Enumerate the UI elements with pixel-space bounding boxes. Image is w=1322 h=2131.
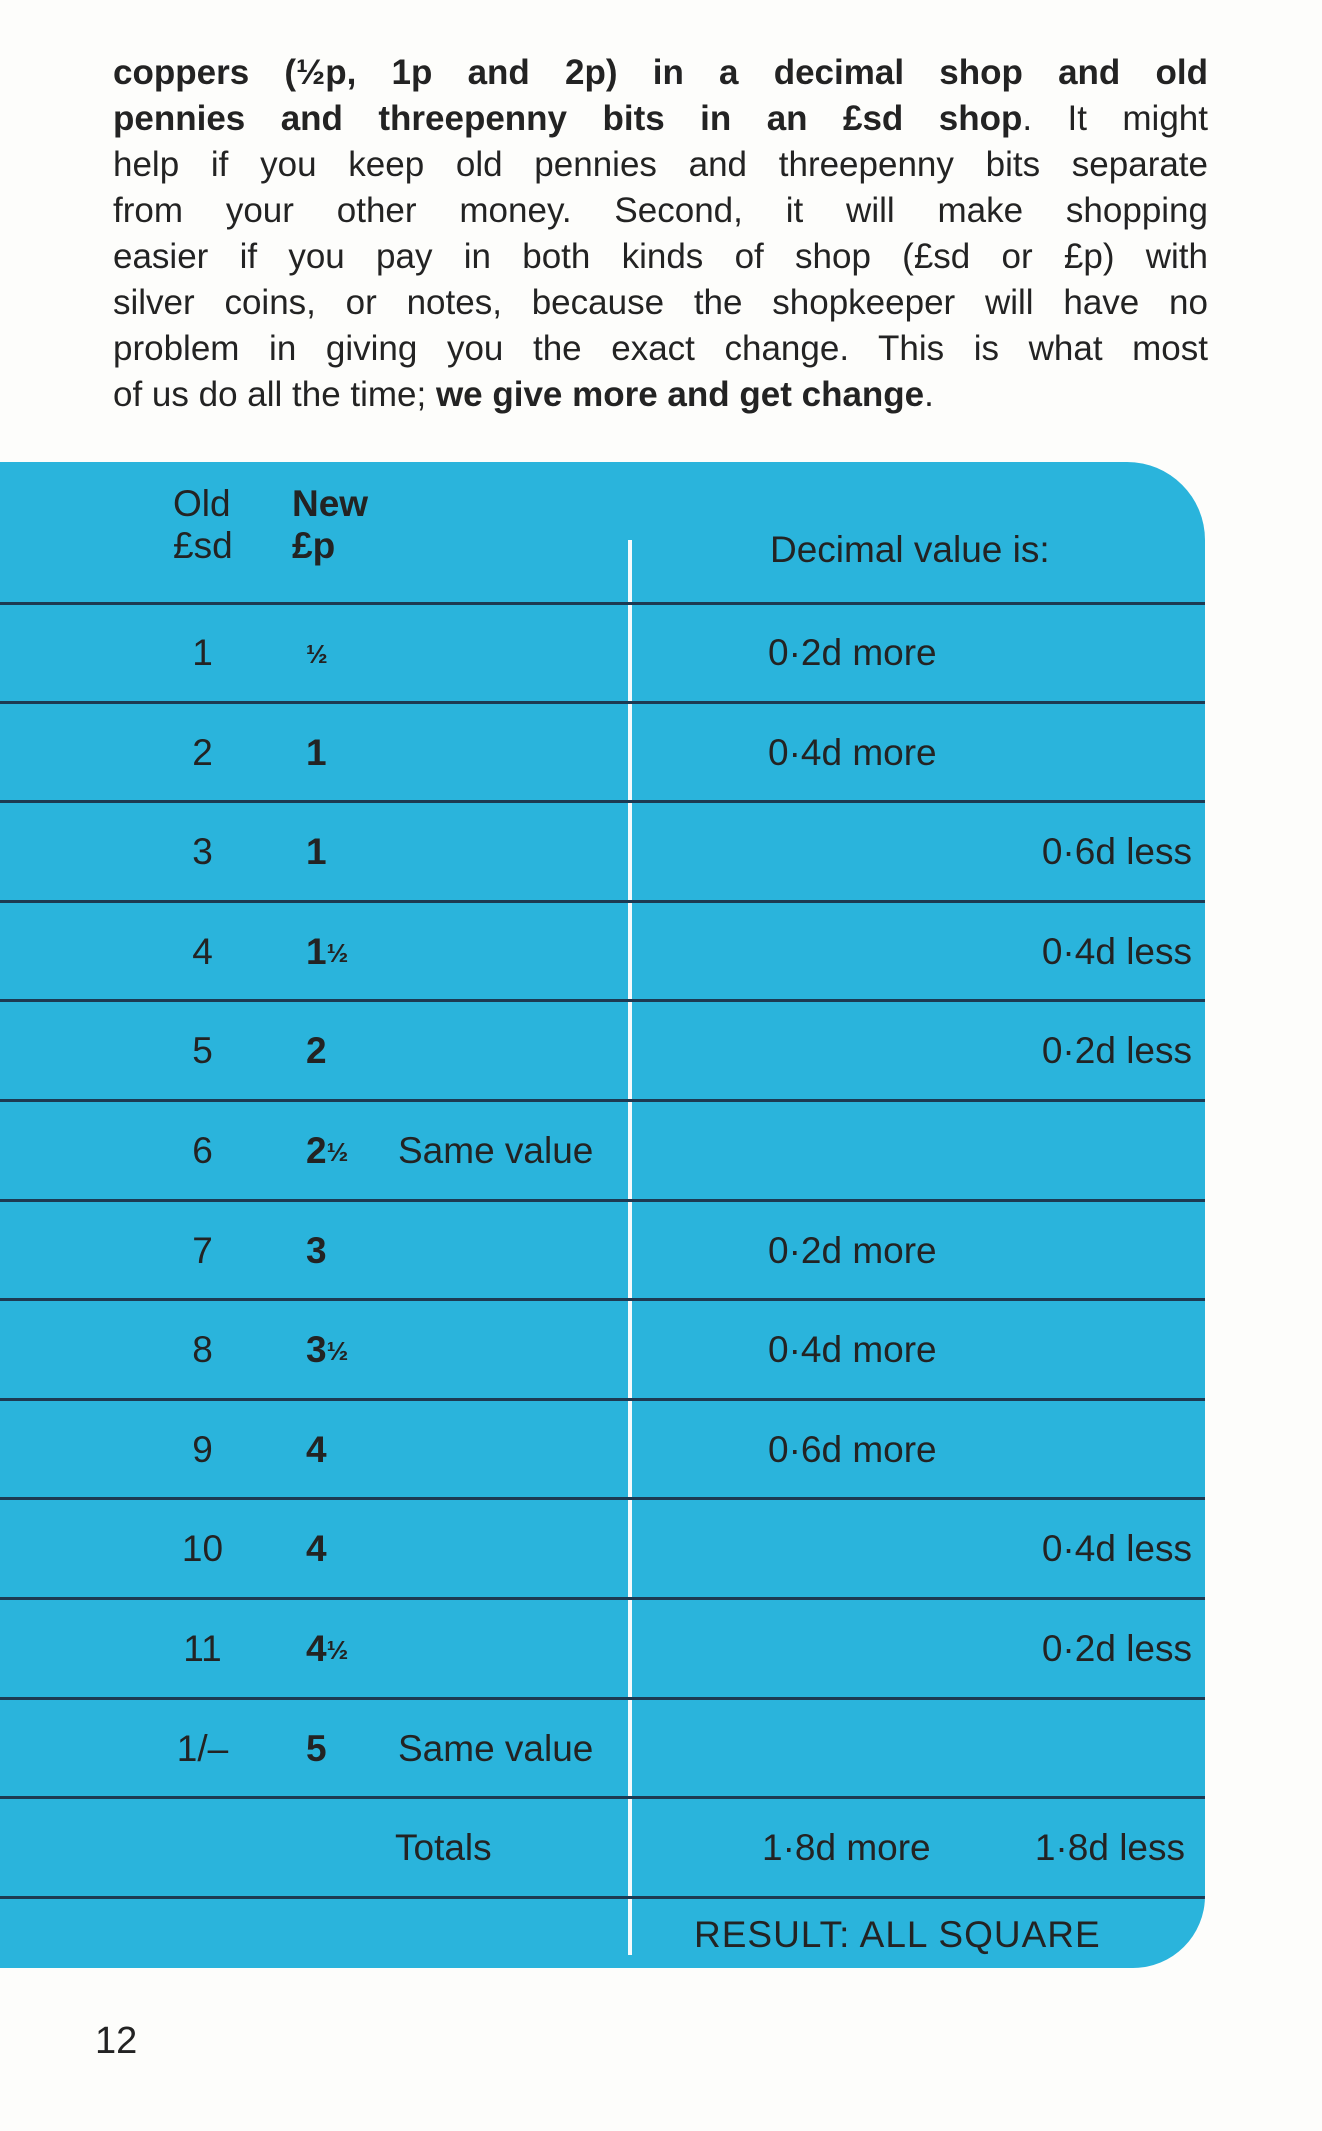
new-value: 2 bbox=[306, 1029, 327, 1074]
new-whole: 1 bbox=[306, 731, 327, 773]
new-value: 2½ bbox=[306, 1129, 348, 1174]
old-value: 3 bbox=[192, 831, 213, 873]
row-rule bbox=[0, 1198, 1205, 1202]
row-rule bbox=[0, 1397, 1205, 1401]
row-rule bbox=[0, 1298, 1205, 1302]
paragraph-line: from your other money. Second, it will m… bbox=[113, 188, 1208, 234]
new-whole: 3 bbox=[306, 1229, 327, 1271]
old-value: 9 bbox=[192, 1428, 213, 1470]
bold-text: we give more and get change bbox=[435, 375, 925, 414]
paragraph-line: problem in giving you the exact change. … bbox=[113, 326, 1208, 372]
paragraph-line: of us do all the time; we give more and … bbox=[113, 372, 1208, 418]
totals-less: 1·8d less bbox=[1034, 1827, 1185, 1869]
new-value: 1 bbox=[306, 830, 327, 875]
bold-text: coppers (½p, 1p and 2p) in a decimal sho… bbox=[113, 53, 1208, 92]
new-value: 1½ bbox=[306, 930, 348, 975]
less-value: 0·2d less bbox=[1041, 1030, 1192, 1072]
row-rule bbox=[0, 1497, 1205, 1501]
new-value: 4 bbox=[306, 1428, 327, 1473]
column-divider bbox=[628, 540, 632, 1955]
paragraph-line: pennies and threepenny bits in an £sd sh… bbox=[113, 96, 1208, 142]
totals-more: 1·8d more bbox=[762, 1827, 931, 1869]
text: . bbox=[924, 375, 934, 414]
old-value: 4 bbox=[192, 930, 213, 972]
row-rule bbox=[0, 1796, 1205, 1800]
new-whole: 2 bbox=[306, 1030, 327, 1072]
more-value: 0·4d more bbox=[768, 731, 937, 773]
body-paragraph: coppers (½p, 1p and 2p) in a decimal sho… bbox=[113, 50, 1208, 418]
page-number: 12 bbox=[95, 2020, 138, 2062]
more-value: 0·4d more bbox=[768, 1329, 937, 1371]
header-decimal: Decimal value is: bbox=[770, 529, 1050, 570]
row-rule bbox=[0, 999, 1205, 1003]
old-value: 2 bbox=[192, 731, 213, 773]
header-new-line1: New bbox=[292, 483, 369, 524]
new-value: 5 bbox=[306, 1727, 327, 1772]
new-value: 4½ bbox=[306, 1627, 348, 1672]
row-rule bbox=[0, 1895, 1205, 1899]
row-rule bbox=[0, 1696, 1205, 1700]
conversion-table: Old £sd New £p Decimal value is: 1 ½ 0·2d … bbox=[0, 462, 1205, 1968]
header-new-line2: £p bbox=[292, 525, 336, 566]
paragraph-line: help if you keep old pennies and threepe… bbox=[113, 142, 1208, 188]
result-text: RESULT: ALL SQUARE bbox=[694, 1913, 1101, 1955]
less-value: 0·6d less bbox=[1041, 831, 1192, 873]
more-value: 0·2d more bbox=[768, 1229, 937, 1271]
new-fraction: ½ bbox=[306, 639, 328, 669]
less-value: 0·4d less bbox=[1041, 1528, 1192, 1570]
new-value: 3 bbox=[306, 1229, 327, 1274]
new-fraction: ½ bbox=[326, 1137, 349, 1167]
paragraph-line: coppers (½p, 1p and 2p) in a decimal sho… bbox=[113, 50, 1208, 96]
text: . It might bbox=[1022, 99, 1208, 138]
less-value: 0·2d less bbox=[1041, 1628, 1192, 1669]
row-rule bbox=[0, 1597, 1205, 1600]
row-rule bbox=[0, 700, 1205, 704]
new-whole: 2 bbox=[306, 1130, 327, 1171]
header-old-line2: £sd bbox=[173, 525, 233, 566]
text: problem in giving you the exact change. … bbox=[113, 329, 1208, 368]
bold-text: pennies and threepenny bits in an £sd sh… bbox=[113, 99, 1023, 138]
old-value: 7 bbox=[192, 1229, 213, 1271]
text: silver coins, or notes, because the shop… bbox=[113, 283, 1208, 322]
text: help if you keep old pennies and threepe… bbox=[113, 145, 1208, 184]
new-whole: 1 bbox=[306, 930, 327, 972]
old-value: 11 bbox=[183, 1628, 222, 1669]
new-fraction: ½ bbox=[326, 937, 349, 968]
more-value: 0·2d more bbox=[768, 632, 937, 673]
paragraph-line: silver coins, or notes, because the shop… bbox=[113, 280, 1208, 326]
new-whole: 4 bbox=[306, 1628, 327, 1669]
new-whole: 4 bbox=[306, 1428, 327, 1470]
row-rule bbox=[0, 1099, 1205, 1102]
new-value: 3½ bbox=[306, 1328, 348, 1373]
same-value-note: Same value bbox=[398, 1727, 594, 1769]
row-rule bbox=[0, 602, 1205, 605]
new-value: 4 bbox=[306, 1527, 327, 1572]
old-value: 1/– bbox=[176, 1727, 229, 1769]
totals-label: Totals bbox=[395, 1827, 492, 1869]
new-value: 1 bbox=[306, 731, 327, 776]
header-old-line1: Old bbox=[173, 483, 231, 524]
less-value: 0·4d less bbox=[1041, 930, 1192, 972]
new-whole: 4 bbox=[306, 1528, 327, 1570]
old-value: 6 bbox=[192, 1130, 213, 1171]
old-value: 8 bbox=[192, 1329, 213, 1371]
paragraph-line: easier if you pay in both kinds of shop … bbox=[113, 234, 1208, 280]
new-value: ½ bbox=[306, 631, 328, 676]
more-value: 0·6d more bbox=[768, 1428, 937, 1470]
row-rule bbox=[0, 899, 1205, 903]
same-value-note: Same value bbox=[398, 1130, 594, 1171]
text: of us do all the time; bbox=[113, 375, 436, 414]
new-fraction: ½ bbox=[326, 1336, 349, 1367]
old-value: 5 bbox=[192, 1030, 213, 1072]
old-value: 1 bbox=[192, 632, 213, 673]
row-rule bbox=[0, 800, 1205, 804]
text: from your other money. Second, it will m… bbox=[113, 191, 1208, 230]
old-value: 10 bbox=[181, 1528, 224, 1570]
new-whole: 5 bbox=[306, 1727, 327, 1769]
new-whole: 3 bbox=[306, 1329, 327, 1371]
text: easier if you pay in both kinds of shop … bbox=[113, 237, 1208, 276]
new-whole: 1 bbox=[306, 831, 327, 873]
new-fraction: ½ bbox=[326, 1635, 349, 1665]
